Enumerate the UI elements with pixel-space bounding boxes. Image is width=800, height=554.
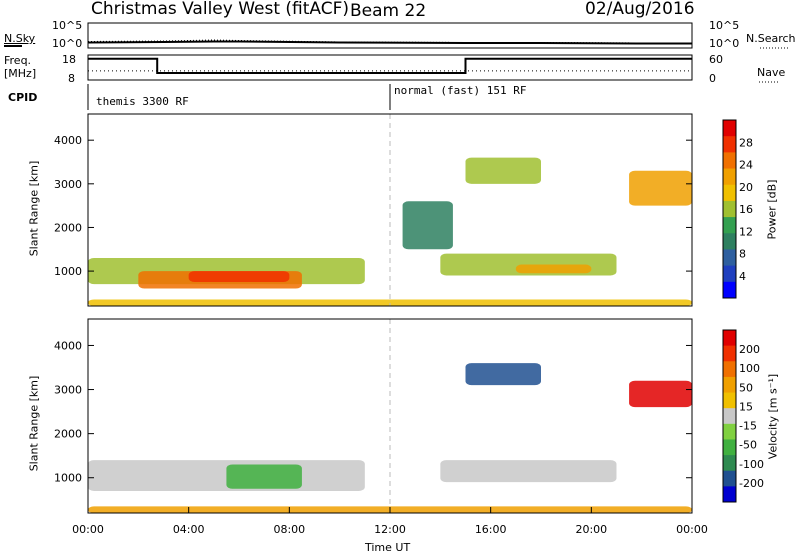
power-cbar-tick-label: 4 [739,270,746,283]
velocity-region [629,380,692,408]
velocity-cbar-swatch [723,361,736,378]
freq-label-line2: [MHz] [4,67,37,80]
power-cbar-tick-label: 16 [739,203,753,216]
x-tick-label: 00:00 [676,523,708,536]
velocity-cbar-swatch [723,408,736,425]
nsky-line [87,40,692,45]
power-ytick-label: 2000 [54,221,82,234]
power-region [402,201,453,250]
x-axis-title: Time UT [365,541,411,554]
beam-label: Beam 22 [350,1,427,21]
power-region [515,264,592,274]
power-region [465,157,541,184]
power-cbar-tick-label: 8 [739,248,746,261]
power-panel: 4000 3000 2000 1000 [54,113,693,307]
velocity-cbar-tick-label: 50 [739,381,753,394]
velocity-cbar-tick-label: -100 [739,458,764,471]
power-cbar-swatch [723,249,736,267]
freq-tick-low: 8 [68,72,75,85]
noise-tick-high-right: 10^5 [709,19,740,32]
x-tick-label: 00:00 [72,523,104,536]
program-label-1: themis 3300 RF [96,95,189,108]
velocity-cbar-swatch [723,470,736,487]
velocity-cbar-tick-label: -15 [739,420,757,433]
velocity-cbar-tick-label: 100 [739,362,760,375]
velocity-cbar-swatch [723,439,736,456]
noise-tick-high: 10^5 [52,19,83,32]
power-ytick-label: 3000 [54,178,82,191]
power-region [188,271,290,282]
power-cbar-swatch [723,265,736,283]
power-cbar-swatch [723,217,736,234]
power-region [629,170,692,206]
freq-panel-frame [87,54,693,81]
power-cbar-swatch [723,281,736,299]
noise-tick-low: 10^0 [52,37,83,50]
velocity-cbar-swatch [723,423,736,440]
x-tick-label: 04:00 [173,523,205,536]
power-cbar-swatch [723,152,736,170]
velocity-ytick-label: 3000 [54,384,82,397]
velocity-cbar-frame [722,329,737,503]
velocity-cbar-swatch [723,455,736,472]
noise-panel [87,22,693,49]
cpid-panel [87,84,391,110]
velocity-cbar-tick-label: 15 [739,400,753,413]
nave-label: Nave [757,66,786,79]
x-axis-ticks: 00:00 04:00 08:00 12:00 16:00 20:00 00:00 [72,507,708,536]
freq-label-line1: Freq. [4,54,32,67]
velocity-region [465,363,541,386]
velocity-region [226,464,302,489]
frequency-panel [87,54,693,81]
x-tick-label: 20:00 [575,523,607,536]
noise-tick-low-right: 10^0 [709,37,740,50]
power-cbar-tick-label: 12 [739,225,753,238]
site-title: Christmas Valley West (fitACF) [91,0,350,19]
velocity-cbar-tick-label: -200 [739,477,764,490]
power-cbar-tick-label: 20 [739,181,753,194]
x-tick-label: 12:00 [374,523,406,536]
power-ytick-label: 1000 [54,265,82,278]
date-label: 02/Aug/2016 [585,0,695,19]
velocity-ytick-label: 4000 [54,339,82,352]
velocity-cbar-swatch [723,330,736,347]
nsearch-label: N.Search [746,32,796,45]
power-cbar-tick-label: 24 [739,159,753,172]
power-cbar-swatch [723,233,736,250]
velocity-cbar-tick-label: 200 [739,343,760,356]
power-frame [87,113,693,307]
freq-tick-high: 18 [62,53,76,66]
legend-dots [4,45,790,83]
nave-tick-low: 0 [709,72,716,85]
velocity-ytick-label: 2000 [54,428,82,441]
power-ytick-label: 4000 [54,134,82,147]
velocity-cbar-swatch [723,392,736,409]
x-tick-label: 16:00 [475,523,507,536]
velocity-ytick-label: 1000 [54,472,82,485]
velocity-colorbar: 200 100 50 15 -15 -50 -100 -200 [722,329,764,503]
power-cbar-swatch [723,120,736,137]
frequency-line [88,57,692,74]
power-cbar-swatch [723,136,736,153]
velocity-panel: 4000 3000 2000 1000 [54,318,693,514]
power-region [88,299,692,306]
noise-panel-frame [87,22,693,49]
power-cbar-swatch [723,200,736,218]
power-cbar-frame [722,119,737,299]
nave-tick-high: 60 [709,53,723,66]
x-tick-label: 08:00 [273,523,305,536]
velocity-cbar-tick-label: -50 [739,439,757,452]
velocity-cbar-swatch [723,486,736,503]
velocity-cbar-swatch [723,345,736,362]
power-colorbar: 28 24 20 16 12 8 4 [722,119,753,299]
power-cbar-swatch [723,184,736,202]
program-label-2: normal (fast) 151 RF [394,84,527,97]
power-cbar-swatch [723,168,736,186]
cpid-label: CPID [8,91,38,104]
velocity-cbar-swatch [723,376,736,394]
power-cbar-tick-label: 28 [739,136,753,149]
nsky-label: N.Sky [4,32,36,45]
velocity-region [440,460,617,483]
